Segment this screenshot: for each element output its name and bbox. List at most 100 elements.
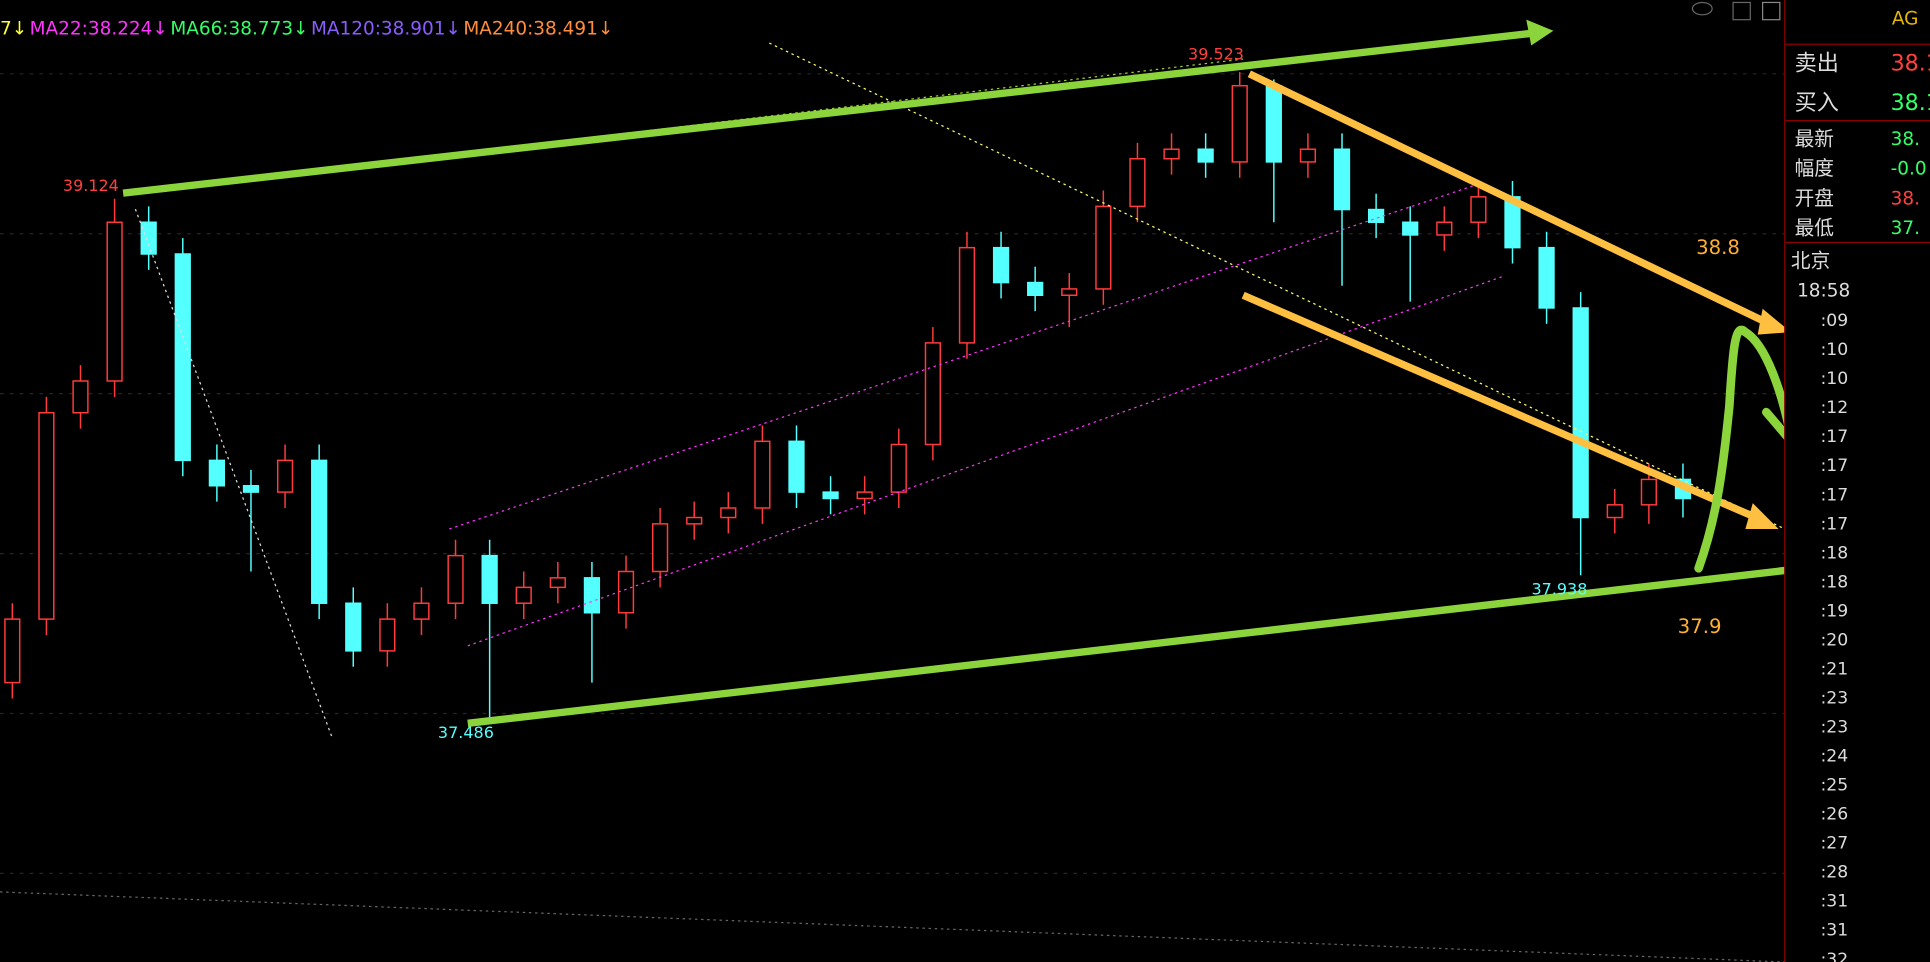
legend-entry: MA120:38.901↓	[311, 19, 461, 40]
candle-body	[583, 577, 601, 614]
candle-body	[72, 380, 89, 414]
legend-entry: MA66:38.773↓	[170, 19, 308, 40]
candle-body	[1027, 281, 1044, 297]
candle-body	[1538, 246, 1555, 309]
candle-body	[822, 491, 839, 500]
candle-body	[515, 586, 532, 604]
candle-body	[958, 246, 976, 344]
legend-entry: MA240:38.491↓	[463, 19, 613, 40]
price-label: 39.124	[63, 176, 119, 195]
candle-body	[1061, 288, 1078, 297]
candle-body	[549, 577, 566, 589]
quote-value: 37.	[1891, 218, 1920, 239]
candle-body	[38, 412, 55, 620]
candle-body	[140, 221, 157, 255]
trade-time: :23	[1820, 718, 1848, 738]
candle-body	[1470, 196, 1487, 223]
arrow-line	[1241, 291, 1756, 521]
candle-body	[1333, 148, 1351, 211]
candle-body	[924, 342, 941, 446]
quote-label: 幅度	[1795, 157, 1834, 180]
candle-body	[1163, 148, 1180, 160]
quote-value: -0.0	[1891, 159, 1927, 180]
candle-body	[1402, 221, 1419, 236]
candle-body	[1436, 221, 1453, 236]
candle-body	[276, 459, 294, 493]
grid-icon[interactable]	[1732, 1, 1751, 21]
candle-body	[754, 440, 771, 509]
quote-label: 买入	[1795, 90, 1839, 116]
candle-body	[890, 443, 907, 493]
candle-body	[617, 570, 635, 614]
candle-body	[106, 221, 123, 382]
candle-body	[1299, 148, 1317, 163]
candle-body	[651, 523, 669, 573]
panel-background	[1784, 0, 1930, 962]
price-label: 37.486	[438, 723, 494, 742]
arrow-line	[1247, 70, 1768, 326]
candle-body	[720, 507, 737, 519]
window-icon[interactable]	[1761, 1, 1781, 21]
candle-body	[1367, 208, 1385, 223]
trade-time: :18	[1820, 543, 1848, 563]
quote-value: 38.	[1891, 188, 1920, 209]
trade-time: :17	[1820, 427, 1848, 447]
candle-body	[379, 618, 396, 652]
trade-time: :17	[1820, 514, 1848, 534]
trade-time: :19	[1820, 601, 1848, 621]
price-label: 37.938	[1531, 580, 1587, 599]
candle-body	[208, 459, 226, 487]
candle-body	[4, 618, 21, 684]
trade-time: :31	[1820, 921, 1848, 941]
trade-time: :17	[1820, 485, 1848, 505]
trade-time: :18	[1820, 572, 1848, 592]
candles	[4, 72, 1692, 719]
city: 北京	[1791, 250, 1830, 273]
trade-time: :31	[1820, 892, 1848, 912]
candle-body	[856, 491, 873, 500]
hand-drawn-arrow	[1694, 325, 1796, 573]
trade-time: :23	[1820, 688, 1848, 708]
candle-body	[242, 485, 260, 493]
candle-body	[1265, 84, 1282, 163]
trade-time: :10	[1820, 340, 1848, 360]
candle-body	[413, 602, 430, 620]
arrowhead	[1757, 308, 1791, 335]
legend-entry: MA22:38.224↓	[30, 19, 168, 40]
trade-time: :12	[1820, 398, 1848, 418]
quote-panel: AG 北京 18:58 卖出 38.1 买入 38.1 最新 38. 幅度 -0.0 开盘 38.…	[1691, 0, 1930, 962]
annotation: 38.8	[1696, 236, 1740, 259]
quote-label: 最新	[1795, 128, 1834, 151]
trade-time: :09	[1820, 311, 1848, 331]
arrowhead	[1745, 503, 1779, 529]
candle-body	[788, 440, 805, 493]
candle-body	[992, 246, 1010, 284]
candle-body	[481, 554, 498, 604]
drawings	[0, 19, 1828, 962]
trend-line	[0, 891, 1785, 962]
eye-icon[interactable]	[1691, 1, 1713, 16]
quote-value: 38.	[1891, 129, 1920, 150]
arrow-line	[122, 29, 1533, 197]
legend-entry: 7↓	[0, 19, 27, 40]
trade-time: :26	[1820, 805, 1848, 825]
candle-body	[686, 516, 703, 525]
trade-time: :20	[1820, 630, 1848, 650]
trade-time: :32	[1820, 950, 1848, 962]
candle-body	[447, 554, 464, 604]
channel-line	[449, 183, 1478, 530]
trade-time: :28	[1820, 863, 1848, 883]
trend-line	[134, 208, 333, 739]
legend: 7↓ MA22:38.224↓ MA66:38.773↓ MA120:38.901↓ M…	[0, 19, 613, 40]
trade-time: :21	[1820, 659, 1848, 679]
quote-value: 38.1	[1891, 50, 1930, 76]
time: 18:58	[1797, 281, 1850, 302]
quote-label: 卖出	[1795, 50, 1839, 76]
candle-body	[1197, 148, 1214, 163]
trade-time: :24	[1820, 747, 1848, 767]
symbol: AG	[1892, 9, 1919, 30]
candle-body	[1606, 504, 1623, 519]
candle-body	[1095, 205, 1112, 290]
